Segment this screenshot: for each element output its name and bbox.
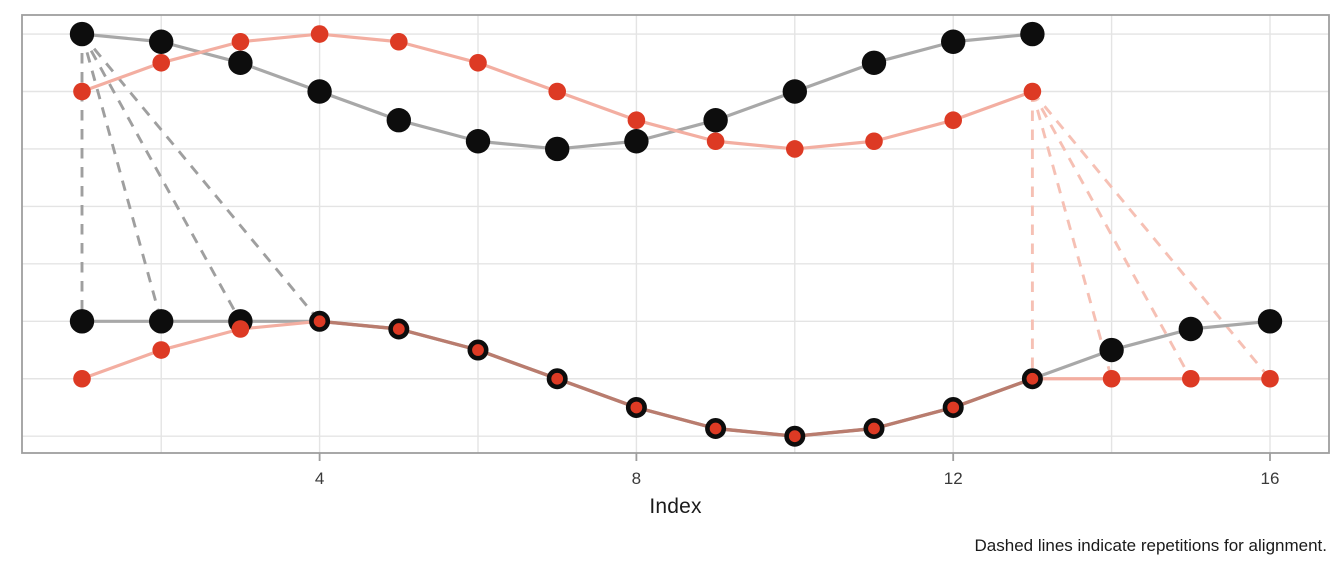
point-black-original (624, 129, 649, 154)
point-black-aligned (69, 309, 95, 334)
x-axis-title: Index (649, 495, 702, 518)
point-red-aligned (1261, 369, 1279, 388)
point-red-original (73, 82, 91, 101)
point-aligned-overlap (309, 310, 331, 332)
point-aligned-overlap (705, 418, 727, 440)
point-red-original (786, 140, 804, 158)
point-red-original (310, 25, 329, 43)
point-black-original (1020, 21, 1045, 47)
point-black-original (545, 136, 570, 162)
point-black-original (307, 79, 332, 104)
x-tick-label: 16 (1261, 469, 1280, 488)
point-black-original (69, 21, 95, 47)
point-black-aligned (1178, 316, 1204, 342)
point-red-original (231, 32, 250, 51)
point-red-original (627, 111, 646, 130)
point-aligned-overlap (625, 396, 647, 418)
point-black-original (386, 108, 411, 133)
alignment-guide-black-start-repetitions (80, 33, 321, 323)
point-red-original (469, 53, 487, 72)
x-tick-label: 4 (315, 469, 324, 488)
point-red-aligned (73, 369, 91, 388)
point-red-original (865, 132, 883, 151)
figure-caption: Dashed lines indicate repetitions for al… (974, 536, 1327, 555)
point-aligned-overlap (546, 368, 568, 390)
x-tick-label: 8 (632, 469, 641, 488)
point-red-original (152, 53, 170, 72)
point-black-original (782, 79, 807, 104)
point-red-aligned (152, 341, 170, 359)
point-aligned-overlap (388, 318, 410, 340)
panel-border (21, 14, 1330, 454)
point-aligned-overlap (1021, 368, 1043, 390)
point-black-original (861, 50, 887, 75)
point-red-original (1023, 82, 1042, 101)
alignment-guide-black-start-repetitions (80, 33, 163, 322)
point-red-original (548, 82, 566, 101)
point-aligned-overlap (863, 418, 885, 440)
point-red-aligned (1182, 369, 1200, 388)
point-aligned-overlap (467, 339, 489, 361)
point-black-original (703, 108, 728, 133)
point-black-original (228, 50, 253, 75)
point-aligned-overlap (784, 425, 806, 447)
point-red-aligned (1102, 369, 1121, 388)
point-red-aligned (231, 320, 250, 338)
series-line-overlap (319, 319, 1033, 438)
point-black-original (149, 29, 174, 54)
x-tick-label: 12 (944, 469, 963, 488)
point-red-original (390, 32, 408, 51)
alignment-guide-red-end-repetitions (1031, 91, 1113, 380)
series-line-red-aligned (81, 319, 320, 381)
point-black-original (941, 29, 966, 54)
point-black-aligned (1257, 309, 1283, 334)
alignment-guide-black-start-repetitions (80, 33, 242, 323)
point-aligned-overlap (942, 396, 964, 418)
alignment-guide-red-end-repetitions (1031, 90, 1193, 380)
point-black-original (465, 129, 491, 154)
point-red-original (944, 111, 962, 130)
point-red-original (706, 132, 725, 151)
alignment-guide-red-end-repetitions (1031, 90, 1272, 380)
point-black-aligned (1099, 337, 1124, 363)
point-black-aligned (149, 309, 174, 334)
